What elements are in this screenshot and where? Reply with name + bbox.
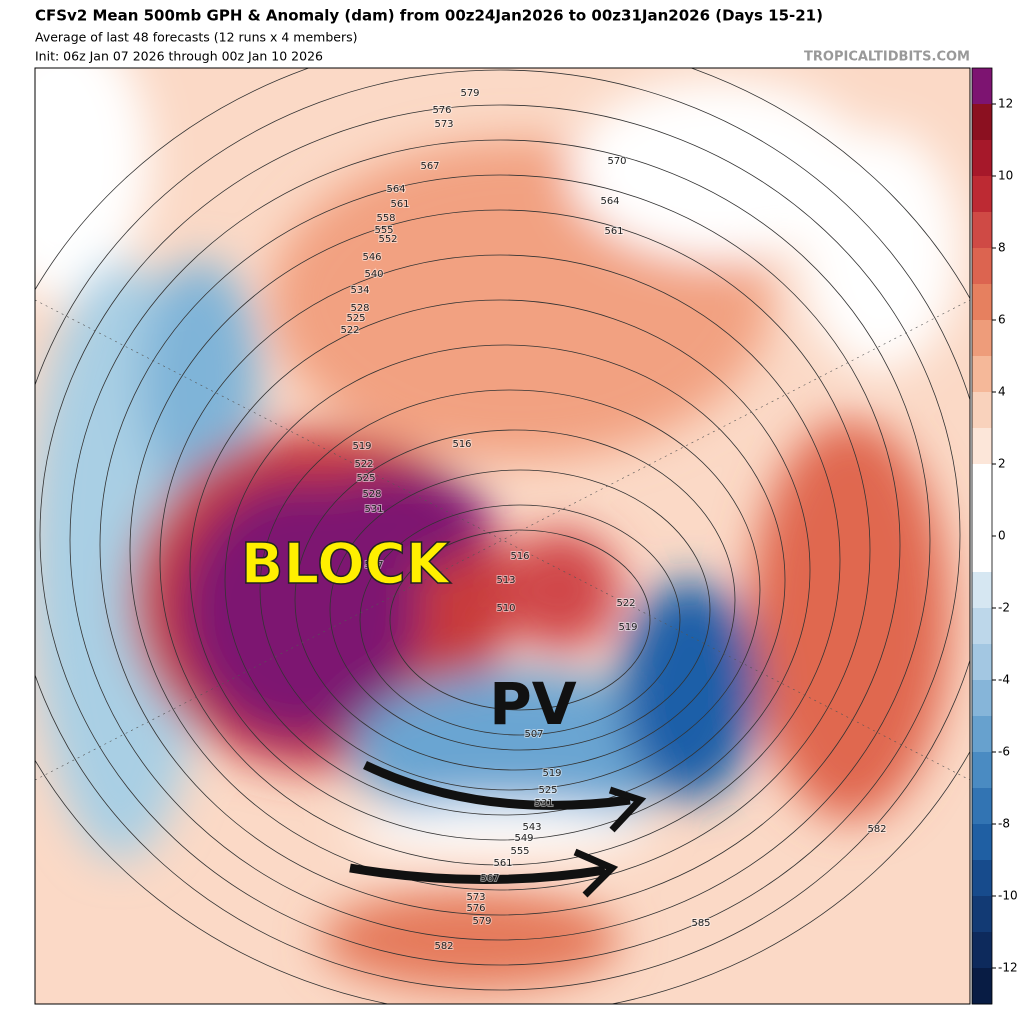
colorbar-label: -4 (998, 673, 1010, 687)
contour-label: 561 (493, 858, 512, 869)
colorbar-segment (972, 788, 992, 825)
colorbar-label: -12 (998, 961, 1018, 975)
map-frame (34, 67, 971, 1005)
colorbar-segment (972, 464, 992, 501)
colorbar-segment (972, 608, 992, 645)
contour-label: 507 (524, 729, 543, 740)
colorbar-label: -6 (998, 745, 1010, 759)
colorbar-label: 6 (998, 313, 1006, 327)
colorbar-segment (972, 392, 992, 429)
contour-label: 549 (514, 833, 533, 844)
colorbar-segment (972, 752, 992, 789)
contour-label: 540 (364, 269, 383, 280)
contour-label: 546 (362, 252, 381, 263)
contour-label: 510 (496, 603, 515, 614)
colorbar-label: 2 (998, 457, 1006, 471)
contour-label: 552 (378, 234, 397, 245)
colorbar-segment (972, 140, 992, 177)
contour-label: 528 (350, 303, 369, 314)
colorbar-label: 12 (998, 97, 1013, 111)
contour-label: 555 (374, 225, 393, 236)
colorbar-label: 4 (998, 385, 1006, 399)
contour-label: 558 (376, 213, 395, 224)
contour-label: 585 (691, 918, 710, 929)
colorbar-segment (972, 212, 992, 249)
contour-label: 564 (600, 196, 619, 207)
contour-label: 531 (364, 504, 383, 515)
colorbar-label: -8 (998, 817, 1010, 831)
subtitle: Average of last 48 forecasts (12 runs x … (35, 30, 357, 45)
contour-label: 567 (420, 161, 439, 172)
colorbar-segment (972, 500, 992, 537)
contour-label: 528 (362, 489, 381, 500)
contour-label: 516 (510, 551, 529, 562)
pv-label: PV (489, 670, 577, 738)
contour-label: 576 (466, 903, 485, 914)
colorbar-label: -2 (998, 601, 1010, 615)
colorbar-segment (972, 68, 992, 105)
map: 5795765735675645615585555525465405345285… (35, 68, 970, 1004)
contour-label: 582 (867, 824, 886, 835)
contour-label: 567 (480, 873, 499, 884)
contour-label: 513 (496, 575, 515, 586)
colorbar-segment (972, 824, 992, 861)
colorbar-segment (972, 968, 992, 1005)
colorbar-segment (972, 896, 992, 933)
colorbar-label: 8 (998, 241, 1006, 255)
init-line: Init: 06z Jan 07 2026 through 00z Jan 10… (35, 49, 323, 64)
contour-label: 570 (607, 156, 626, 167)
colorbar-label: 10 (998, 169, 1013, 183)
contour-label: 582 (434, 941, 453, 952)
contour-label: 555 (510, 846, 529, 857)
colorbar-label: 0 (998, 529, 1006, 543)
colorbar-segment (972, 572, 992, 609)
colorbar-segment (972, 284, 992, 321)
contour-label: 543 (522, 822, 541, 833)
contour-label: 522 (340, 325, 359, 336)
contour-label: 537 (364, 560, 383, 571)
colorbar-segment (972, 932, 992, 969)
watermark: TROPICALTIDBITS.COM (804, 50, 970, 65)
contour-label: 573 (434, 119, 453, 130)
contour-label: 525 (346, 313, 365, 324)
contour-label: 519 (618, 622, 637, 633)
colorbar-segment (972, 536, 992, 573)
contour-label: 579 (472, 916, 491, 927)
title: CFSv2 Mean 500mb GPH & Anomaly (dam) fro… (35, 7, 823, 25)
contour-label: 576 (432, 105, 451, 116)
contour-label: 579 (460, 88, 479, 99)
contour-label: 564 (386, 184, 405, 195)
colorbar-segment (972, 716, 992, 753)
block-label: BLOCK (241, 532, 452, 597)
colorbar-segment (972, 644, 992, 681)
colorbar-segment (972, 176, 992, 213)
contour-label: 525 (356, 473, 375, 484)
colorbar-label: -10 (998, 889, 1018, 903)
colorbar-segment (972, 356, 992, 393)
contour-label: 534 (350, 285, 369, 296)
contour-label: 519 (542, 768, 561, 779)
contour-label: 573 (466, 892, 485, 903)
colorbar-segment (972, 320, 992, 357)
colorbar-segment (972, 248, 992, 285)
contour-label: 522 (616, 598, 635, 609)
contour-label: 516 (452, 439, 471, 450)
colorbar-segment (972, 860, 992, 897)
contour-label: 531 (534, 798, 553, 809)
contour-label: 525 (538, 785, 557, 796)
contour-label: 519 (352, 441, 371, 452)
contour-label: 522 (354, 459, 373, 470)
colorbar-segment (972, 680, 992, 717)
contour-label: 561 (390, 199, 409, 210)
contour-label: 561 (604, 226, 623, 237)
colorbar-segment (972, 428, 992, 465)
colorbar-segment (972, 104, 992, 141)
